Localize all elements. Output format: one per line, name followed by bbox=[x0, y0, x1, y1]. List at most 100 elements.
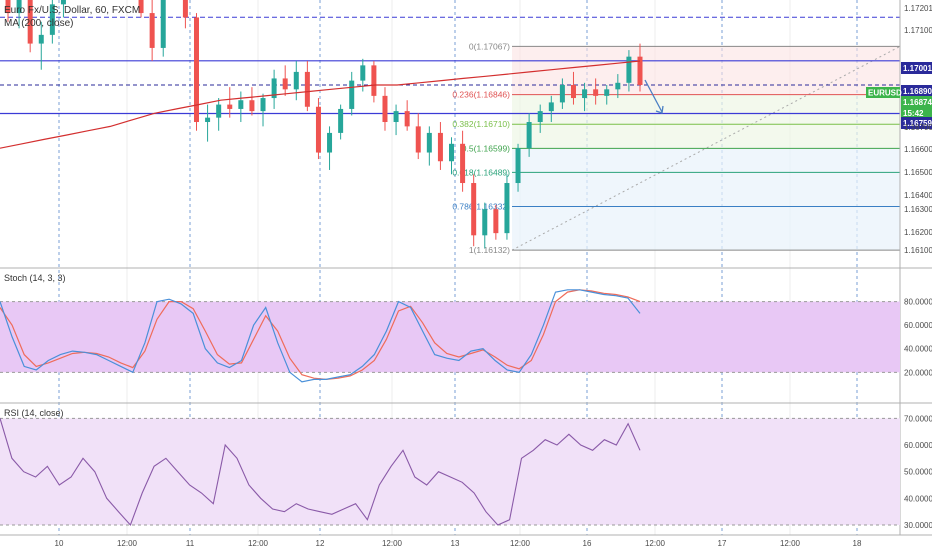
candle-body bbox=[449, 143, 455, 162]
price-tag-label: 1.16890 bbox=[903, 87, 932, 96]
candle-body bbox=[493, 209, 499, 234]
candle-body bbox=[205, 117, 211, 123]
candle-body bbox=[360, 65, 366, 81]
price-axis[interactable]: 1.17201 1.17100 1.17001 1.16890 1.16874 15:42… bbox=[866, 4, 932, 255]
stoch-pane[interactable]: 80.0000 60.0000 40.0000 20.0000 bbox=[0, 289, 932, 383]
candle-body bbox=[382, 95, 388, 123]
candle-body bbox=[437, 132, 443, 162]
candle-body bbox=[227, 104, 233, 109]
candle-body bbox=[504, 183, 510, 234]
time-tick-label: 10 bbox=[55, 539, 64, 548]
candle-body bbox=[404, 111, 410, 127]
time-axis[interactable]: 10 12:00 11 12:00 12 12:00 13 12:00 16 12:00 17 12:… bbox=[55, 539, 862, 548]
candle-body bbox=[282, 78, 288, 90]
projection-arrow[interactable] bbox=[644, 79, 664, 114]
fib-level-label: 0(1.17067) bbox=[469, 41, 510, 51]
candle-body bbox=[27, 0, 33, 44]
fib-band bbox=[512, 94, 900, 149]
fib-band bbox=[512, 148, 900, 251]
candlestick-series bbox=[5, 0, 643, 249]
time-tick-label: 12:00 bbox=[645, 539, 666, 548]
stoch-tick-label: 80.0000 bbox=[904, 298, 932, 307]
time-tick-label: 17 bbox=[718, 539, 727, 548]
candle-body bbox=[371, 65, 377, 96]
candle-body bbox=[526, 122, 532, 149]
time-tick-label: 18 bbox=[853, 539, 862, 548]
fib-level-label: 0.236(1.16846) bbox=[452, 90, 510, 100]
stoch-band bbox=[0, 301, 900, 373]
candle-body bbox=[60, 0, 66, 5]
time-tick-label: 12:00 bbox=[117, 539, 138, 548]
time-tick-label: 11 bbox=[186, 539, 195, 548]
price-tag bbox=[901, 96, 932, 108]
fib-level-label: 0.618(1.16489) bbox=[452, 167, 510, 177]
time-tick-label: 12:00 bbox=[510, 539, 531, 548]
symbol-title: Euro Fx/U.S. Dollar, 60, FXCM bbox=[4, 5, 140, 16]
candle-body bbox=[216, 104, 222, 118]
candle-body bbox=[471, 183, 477, 236]
candle-body bbox=[49, 4, 55, 35]
time-tick-label: 12:00 bbox=[382, 539, 403, 548]
candle-body bbox=[415, 126, 421, 153]
candle-body bbox=[138, 0, 144, 14]
candle-body bbox=[349, 80, 355, 109]
stoch-tick-label: 60.0000 bbox=[904, 321, 932, 330]
time-tick-label: 12 bbox=[316, 539, 325, 548]
price-tick-label: 1.17100 bbox=[904, 26, 932, 35]
candle-body bbox=[260, 98, 266, 112]
price-tag-label: 15:42 bbox=[903, 109, 924, 118]
candle-body bbox=[160, 0, 166, 48]
candle-body bbox=[16, 0, 22, 14]
ma-legend: MA (200, close) bbox=[4, 18, 73, 29]
candle-body bbox=[460, 143, 466, 184]
price-tick-label: 1.16200 bbox=[904, 228, 932, 237]
fib-level-label: 0.382(1.16710) bbox=[452, 119, 510, 129]
candle-body bbox=[271, 78, 277, 99]
price-tag-label: 1.17001 bbox=[903, 64, 932, 73]
rsi-tick-label: 70.0000 bbox=[904, 414, 932, 423]
candle-body bbox=[38, 34, 44, 44]
candle-body bbox=[615, 82, 621, 90]
stoch-legend: Stoch (14, 3, 3) bbox=[4, 273, 66, 283]
ma200-line bbox=[0, 60, 641, 149]
price-tick-label: 1.16500 bbox=[904, 168, 932, 177]
candle-body bbox=[304, 71, 310, 107]
time-tick-label: 12:00 bbox=[780, 539, 801, 548]
candle-body bbox=[582, 89, 588, 99]
rsi-tick-label: 60.0000 bbox=[904, 441, 932, 450]
candle-body bbox=[327, 132, 333, 153]
candle-body bbox=[338, 108, 344, 133]
candle-body bbox=[5, 0, 11, 14]
arrow-head bbox=[655, 105, 664, 114]
symbol-tag[interactable] bbox=[866, 87, 900, 98]
rsi-band bbox=[0, 418, 900, 525]
candle-body bbox=[193, 17, 199, 123]
candle-body bbox=[249, 100, 255, 112]
fib-level-label: 0.786(1.16332) bbox=[452, 202, 510, 212]
time-tick-label: 16 bbox=[583, 539, 592, 548]
stoch-tick-label: 20.0000 bbox=[904, 368, 932, 377]
candle-body bbox=[293, 71, 299, 90]
rsi-pane[interactable]: 70.0000 60.0000 50.0000 40.0000 30.0000 bbox=[0, 414, 932, 530]
rsi-tick-label: 50.0000 bbox=[904, 468, 932, 477]
candle-body bbox=[482, 209, 488, 236]
price-tag bbox=[901, 107, 932, 119]
fib-retracement-zone[interactable]: 0(1.17067) 0.236(1.16846) 0.382(1.16710) 0.… bbox=[452, 41, 901, 255]
price-tick-label: 1.16400 bbox=[904, 191, 932, 200]
candle-body bbox=[393, 111, 399, 123]
candle-body bbox=[637, 56, 643, 85]
candle-body bbox=[548, 102, 554, 112]
rsi-legend: RSI (14, close) bbox=[4, 408, 64, 418]
price-tick-label: 1.17201 bbox=[904, 4, 932, 13]
candle-body bbox=[593, 89, 599, 96]
price-tick-label: 1.16700 bbox=[904, 123, 932, 132]
stoch-k-line bbox=[0, 289, 641, 383]
price-tag-label: 1.16759 bbox=[903, 119, 932, 128]
candle-body bbox=[604, 89, 610, 96]
price-tag bbox=[901, 117, 932, 129]
price-tag bbox=[901, 62, 932, 74]
candle-body bbox=[315, 106, 321, 153]
arrow-shaft bbox=[644, 79, 663, 113]
horizontal-lines[interactable] bbox=[0, 16, 900, 115]
